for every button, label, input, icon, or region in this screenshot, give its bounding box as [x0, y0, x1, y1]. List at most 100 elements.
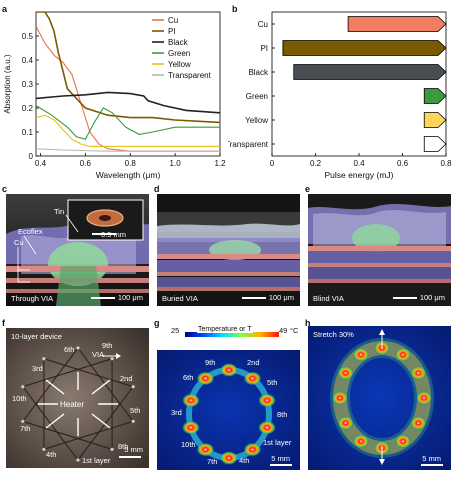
- pulse-energy-chart: 0 0.2 0.4 0.6 0.8 Pulse energy (mJ) Cu PI Black G…: [228, 11, 452, 180]
- series-line-green: [36, 105, 220, 140]
- blind-via-caption: Blind VIA: [313, 294, 344, 303]
- plot-frame-b: [271, 11, 447, 157]
- plot-frame-a: [35, 11, 221, 157]
- thermal-image: 25 Temperature or T 49 °C 9th 2nd 6th 5t…: [157, 322, 300, 470]
- hot-spot: [243, 371, 262, 386]
- wire-segment: [77, 347, 134, 422]
- layer-6-label: 6th: [64, 345, 75, 354]
- thermal-label-3: 3rd: [171, 408, 182, 417]
- legend-label-cu: Cu: [168, 16, 178, 25]
- via-dot: [110, 447, 114, 451]
- bar-transparent: [423, 136, 447, 152]
- thermal-label-8: 8th: [277, 410, 288, 419]
- scale-bar-d: 100 μm: [241, 293, 294, 302]
- x-axis-label-b: Pulse energy (mJ): [325, 170, 394, 180]
- category-label-yellow: Yellow: [245, 116, 268, 125]
- hot-spot: [258, 393, 277, 408]
- thermal-label-10: 10th: [181, 440, 196, 449]
- scale-bar-line-f: [119, 456, 141, 458]
- via-dot: [131, 385, 135, 389]
- legend-label-yellow: Yellow: [168, 60, 191, 69]
- hot-spot: [181, 393, 200, 408]
- series-line-cu: [36, 26, 220, 152]
- thermal-label-9: 9th: [205, 358, 216, 367]
- legend-label-transparent: Transparent: [168, 71, 212, 80]
- panel-letter-g: g: [154, 318, 160, 328]
- x-tick-label-a: 0.4: [35, 159, 47, 168]
- through-via-caption: Through VIA: [11, 294, 54, 303]
- y-tick-label-a: 0.1: [22, 128, 34, 137]
- via-dot: [110, 357, 114, 361]
- layer-10-label: 10th: [12, 394, 27, 403]
- thermal-label-6: 6th: [183, 373, 194, 382]
- wire-segment: [22, 358, 113, 388]
- panel-letter-e: e: [305, 184, 311, 194]
- series-line-yellow: [36, 114, 220, 147]
- x-tick-label-a: 0.8: [125, 159, 137, 168]
- bar-black: [293, 64, 447, 80]
- thermal-label-2: 2nd: [247, 358, 260, 367]
- hot-spot: [258, 420, 277, 435]
- hot-spot: [332, 391, 348, 405]
- inset-scale-label: 0.5 mm: [101, 230, 127, 239]
- hot-spot: [353, 347, 369, 362]
- x-tick-label-b: 0.8: [440, 159, 452, 168]
- layer-5-label: 5th: [130, 406, 141, 415]
- via-dot: [21, 419, 25, 423]
- via-dot: [131, 419, 135, 423]
- scale-bar-line-g: [270, 464, 292, 466]
- layer-1-label: 1st layer: [82, 456, 111, 465]
- category-label-cu: Cu: [258, 20, 268, 29]
- wire-segment: [22, 347, 79, 422]
- heater-label: Heater: [60, 400, 85, 409]
- scale-bar-c: 100 μm: [90, 293, 143, 302]
- scale-bar-f: 5 mm: [124, 445, 143, 454]
- via-dot: [42, 447, 46, 451]
- absorption-chart: 0.4 0.6 0.8 1.0 1.2 0 0.1 0.2 0.3 0.4 0.5 Wavelengt…: [3, 11, 226, 180]
- thermal-label-4: 4th: [239, 456, 250, 465]
- category-label-green: Green: [246, 92, 268, 101]
- panel-letter-b: b: [232, 4, 238, 14]
- category-label-black: Black: [248, 68, 269, 77]
- hot-spot: [220, 451, 238, 465]
- thermal-label-7: 7th: [207, 457, 218, 466]
- hot-spot: [337, 366, 354, 380]
- x-tick-label-b: 0.2: [310, 159, 322, 168]
- legend-label-black: Black: [168, 38, 189, 47]
- layer-7-label: 7th: [20, 424, 31, 433]
- device-title: 10-layer device: [11, 332, 62, 341]
- category-label-pi: PI: [260, 44, 268, 53]
- series-line-transparent: [36, 148, 220, 152]
- y-axis-label-a: Absorption (a.u.): [3, 54, 12, 113]
- hot-spot: [353, 434, 369, 449]
- scale-bar-h: 5 mm: [422, 454, 441, 463]
- colorbar-label: Temperature or T: [197, 326, 253, 333]
- x-tick-label-b: 0.6: [397, 159, 409, 168]
- series-line-black: [36, 91, 220, 114]
- series-line-pi: [36, 12, 220, 124]
- y-tick-label-a: 0.4: [22, 56, 34, 65]
- layer-8-label: 8th: [118, 442, 129, 451]
- panel-letter-c: c: [2, 184, 8, 194]
- legend-label-green: Green: [168, 49, 190, 58]
- through-via-micrograph: 0.5 mm Ecoflex Tin Cu Through VIA 100 μm: [6, 194, 149, 306]
- scale-bar-e: 100 μm: [392, 293, 445, 302]
- panel-letter-a: a: [2, 4, 8, 14]
- scale-bar-line-h: [421, 464, 443, 466]
- y-tick-label-a: 0.2: [22, 104, 34, 113]
- category-label-transparent: Transparent: [228, 140, 269, 149]
- via-dot: [76, 458, 80, 462]
- bar-green: [423, 88, 447, 104]
- hot-spot: [196, 442, 215, 457]
- hot-spot: [395, 434, 411, 449]
- tin-label: Tin: [54, 207, 65, 216]
- panel-letter-d: d: [154, 184, 160, 194]
- bar-pi: [282, 40, 447, 56]
- via-dot: [42, 357, 46, 361]
- stretch-label: Stretch 30%: [313, 330, 354, 339]
- bar-cu: [347, 16, 447, 32]
- wire-segment: [22, 386, 79, 461]
- y-tick-label-a: 0.5: [22, 32, 34, 41]
- hot-spot: [220, 363, 238, 377]
- hot-spot: [395, 347, 411, 362]
